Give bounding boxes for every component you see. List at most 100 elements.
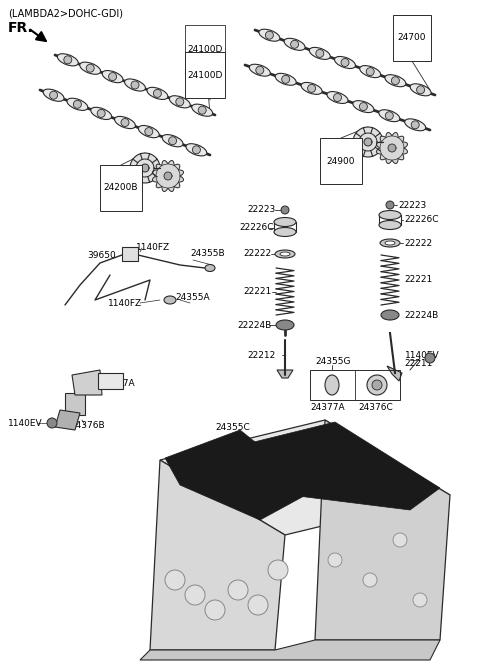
Ellipse shape — [91, 108, 112, 120]
Text: (LAMBDA2>DOHC-GDI): (LAMBDA2>DOHC-GDI) — [8, 8, 123, 18]
Circle shape — [228, 580, 248, 600]
Text: 24100D: 24100D — [187, 46, 223, 54]
Ellipse shape — [80, 62, 101, 75]
Ellipse shape — [335, 56, 356, 69]
Ellipse shape — [284, 38, 305, 50]
Ellipse shape — [275, 73, 296, 85]
Ellipse shape — [162, 134, 183, 146]
Circle shape — [108, 73, 117, 81]
Polygon shape — [315, 420, 450, 640]
Circle shape — [86, 65, 94, 72]
Ellipse shape — [405, 119, 426, 131]
Polygon shape — [140, 640, 440, 660]
Ellipse shape — [381, 310, 399, 320]
Circle shape — [168, 136, 177, 144]
Polygon shape — [153, 161, 183, 192]
Text: 22221: 22221 — [404, 276, 432, 284]
Circle shape — [328, 553, 342, 567]
Circle shape — [413, 593, 427, 607]
Text: 39650: 39650 — [87, 251, 116, 259]
Ellipse shape — [205, 265, 215, 271]
Circle shape — [391, 77, 399, 85]
Ellipse shape — [410, 84, 431, 96]
Text: 1140FZ: 1140FZ — [108, 298, 142, 308]
Text: 22221: 22221 — [243, 287, 271, 296]
Polygon shape — [376, 132, 408, 163]
Ellipse shape — [67, 98, 88, 110]
Ellipse shape — [102, 71, 123, 83]
Circle shape — [308, 85, 316, 93]
Text: 24100D: 24100D — [187, 71, 223, 79]
Text: 24355A: 24355A — [175, 294, 210, 302]
Text: 24355G: 24355G — [315, 358, 350, 366]
Text: 24377A: 24377A — [310, 403, 345, 413]
Circle shape — [131, 81, 139, 89]
Text: 22212: 22212 — [247, 351, 275, 360]
Ellipse shape — [274, 228, 296, 237]
Text: 1140FZ: 1140FZ — [136, 243, 170, 253]
Polygon shape — [160, 420, 450, 535]
Circle shape — [385, 112, 393, 120]
Circle shape — [198, 106, 206, 114]
Circle shape — [316, 50, 324, 57]
Circle shape — [411, 121, 419, 129]
Polygon shape — [164, 172, 172, 180]
Ellipse shape — [379, 220, 401, 230]
Text: 22223: 22223 — [398, 200, 426, 210]
Text: 24355C: 24355C — [215, 423, 250, 433]
Circle shape — [97, 110, 105, 118]
Polygon shape — [250, 422, 440, 510]
Bar — [100, 165, 142, 211]
Text: 22224B: 22224B — [404, 310, 438, 319]
Bar — [185, 52, 225, 98]
Ellipse shape — [259, 29, 280, 41]
Text: 22211: 22211 — [404, 358, 432, 368]
Ellipse shape — [379, 110, 400, 122]
Ellipse shape — [124, 79, 145, 91]
Circle shape — [165, 570, 185, 590]
Ellipse shape — [380, 239, 400, 247]
Ellipse shape — [327, 91, 348, 103]
Ellipse shape — [164, 296, 176, 304]
Ellipse shape — [301, 83, 322, 94]
Text: 22226C: 22226C — [404, 216, 439, 224]
Bar — [320, 138, 362, 184]
Text: 24700: 24700 — [398, 34, 426, 42]
Circle shape — [64, 56, 72, 64]
Circle shape — [268, 560, 288, 580]
Ellipse shape — [367, 375, 387, 395]
Polygon shape — [141, 164, 149, 172]
Text: 24376B: 24376B — [70, 421, 105, 429]
Ellipse shape — [309, 48, 330, 59]
Text: 22224B: 22224B — [237, 321, 271, 329]
Text: 22222: 22222 — [243, 249, 271, 259]
Polygon shape — [130, 153, 160, 183]
Ellipse shape — [280, 252, 290, 256]
Circle shape — [341, 58, 349, 67]
Ellipse shape — [385, 241, 395, 245]
Text: 1140EV: 1140EV — [8, 419, 43, 427]
Circle shape — [265, 31, 274, 39]
Polygon shape — [364, 138, 372, 146]
Polygon shape — [353, 127, 383, 157]
Polygon shape — [55, 410, 80, 430]
Circle shape — [372, 380, 382, 390]
Circle shape — [290, 40, 299, 48]
Text: 24900: 24900 — [327, 157, 355, 165]
Circle shape — [393, 533, 407, 547]
Circle shape — [121, 118, 129, 126]
Text: 24200B: 24200B — [104, 183, 138, 192]
Circle shape — [185, 585, 205, 605]
Circle shape — [176, 98, 184, 106]
Ellipse shape — [147, 87, 168, 99]
Bar — [310, 370, 400, 400]
Polygon shape — [165, 430, 315, 520]
Circle shape — [256, 67, 264, 74]
Circle shape — [47, 418, 57, 428]
Polygon shape — [65, 393, 85, 415]
Circle shape — [281, 206, 289, 214]
Ellipse shape — [274, 218, 296, 226]
Polygon shape — [72, 370, 102, 395]
Circle shape — [360, 103, 367, 111]
Circle shape — [386, 201, 394, 209]
